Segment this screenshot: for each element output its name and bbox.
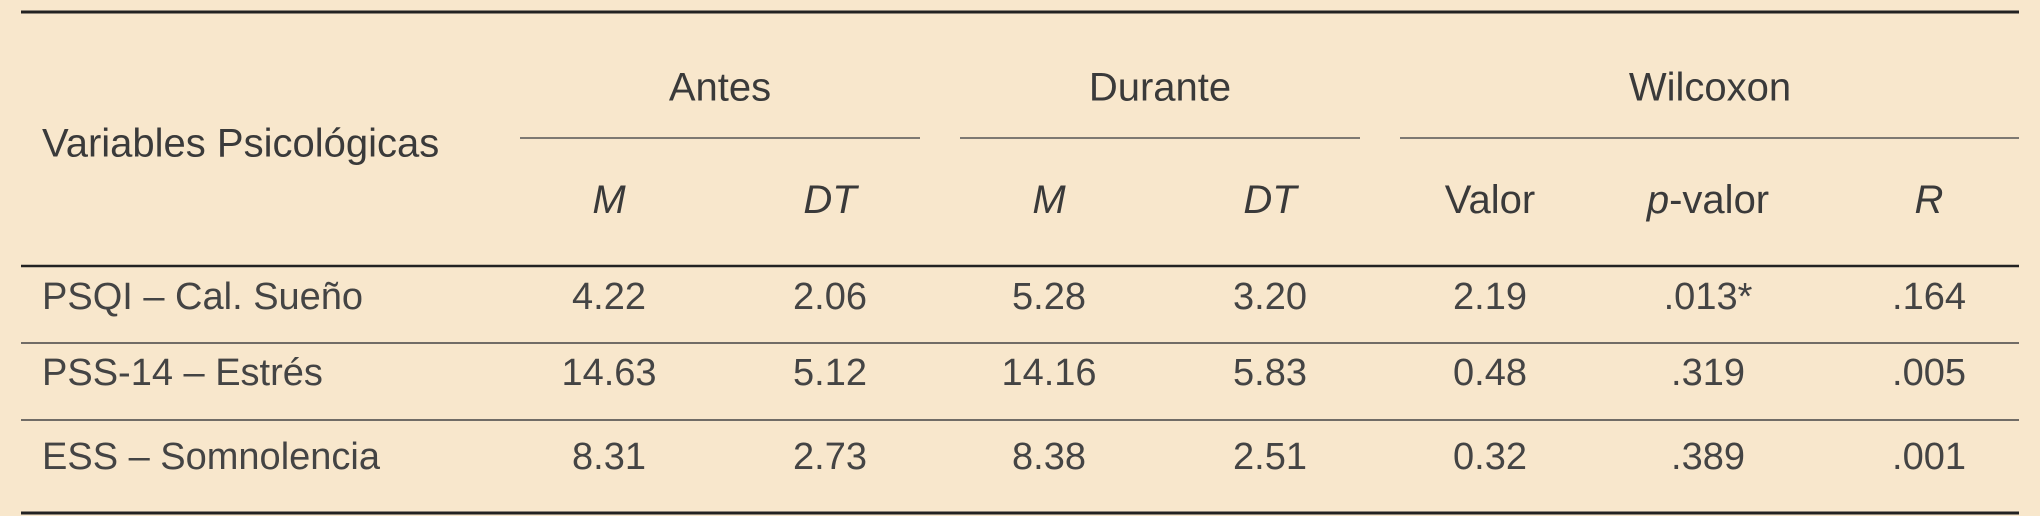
sub-header-part: Valor: [1445, 178, 1535, 222]
cell: .005: [1892, 352, 1966, 394]
cell: 4.22: [572, 276, 646, 318]
sub-header: M: [592, 178, 626, 222]
sub-header: R: [1915, 178, 1944, 222]
cell: .001: [1892, 436, 1966, 478]
cell: 2.19: [1453, 276, 1527, 318]
cell: 5.83: [1233, 352, 1307, 394]
sub-header: M: [1032, 178, 1066, 222]
cell: 5.28: [1012, 276, 1086, 318]
sub-header: Valor: [1445, 178, 1535, 222]
row-label: PSS-14 – Estrés: [42, 352, 323, 394]
cell: .319: [1671, 352, 1745, 394]
sub-header: DT: [803, 178, 859, 222]
cell: .013*: [1664, 276, 1753, 318]
group-header: Wilcoxon: [1629, 66, 1791, 110]
cell: 0.32: [1453, 436, 1527, 478]
cell: 3.20: [1233, 276, 1307, 318]
sub-header-part: p: [1646, 178, 1669, 222]
row-label: PSQI – Cal. Sueño: [42, 276, 363, 318]
cell: 14.16: [1001, 352, 1096, 394]
sub-header-part: -valor: [1669, 178, 1769, 222]
cell: 5.12: [793, 352, 867, 394]
cell: 2.73: [793, 436, 867, 478]
cell: 2.06: [793, 276, 867, 318]
sub-header-part: DT: [803, 178, 859, 222]
sub-header-part: M: [1032, 178, 1066, 222]
cell: .164: [1892, 276, 1966, 318]
row-label: ESS – Somnolencia: [42, 436, 381, 478]
cell: 8.38: [1012, 436, 1086, 478]
sub-header-part: M: [592, 178, 626, 222]
sub-header: p-valor: [1646, 178, 1769, 222]
cell: 0.48: [1453, 352, 1527, 394]
sub-header-part: DT: [1243, 178, 1299, 222]
group-header: Antes: [669, 66, 771, 110]
sub-header-part: R: [1915, 178, 1944, 222]
cell: 8.31: [572, 436, 646, 478]
group-header: Durante: [1089, 66, 1231, 110]
cell: 14.63: [561, 352, 656, 394]
cell: .389: [1671, 436, 1745, 478]
cell: 2.51: [1233, 436, 1307, 478]
row-header: Variables Psicológicas: [42, 122, 439, 166]
sub-header: DT: [1243, 178, 1299, 222]
